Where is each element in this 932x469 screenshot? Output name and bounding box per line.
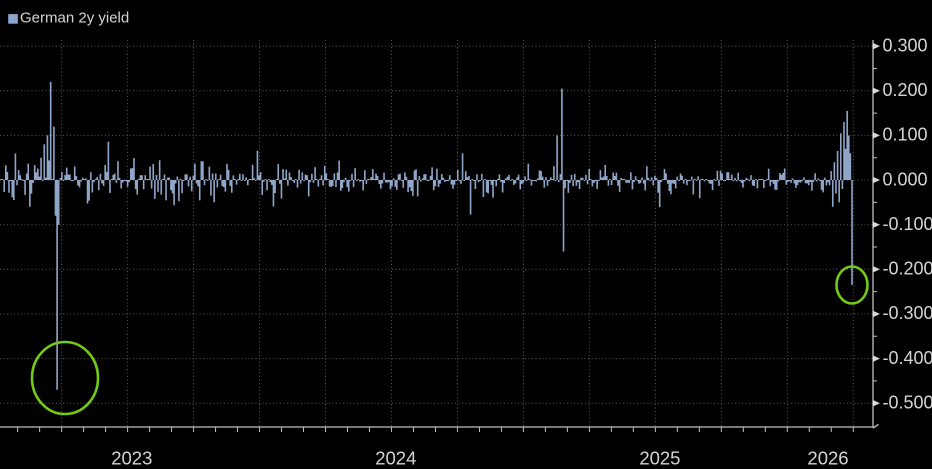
svg-text:0.100: 0.100 [883,125,928,145]
svg-text:-0.100: -0.100 [883,214,932,234]
svg-text:2026: 2026 [807,448,848,469]
svg-text:0.200: 0.200 [883,80,928,100]
svg-text:German 2y yield: German 2y yield [20,10,129,27]
svg-text:-0.300: -0.300 [883,303,932,323]
svg-text:2023: 2023 [111,448,152,469]
svg-text:2024: 2024 [375,448,416,469]
svg-text:0.300: 0.300 [883,35,928,55]
svg-text:-0.200: -0.200 [883,259,932,279]
svg-text:0.000: 0.000 [883,169,928,189]
svg-text:-0.400: -0.400 [883,348,932,368]
svg-text:-0.500: -0.500 [883,392,932,412]
svg-text:2025: 2025 [639,448,680,469]
